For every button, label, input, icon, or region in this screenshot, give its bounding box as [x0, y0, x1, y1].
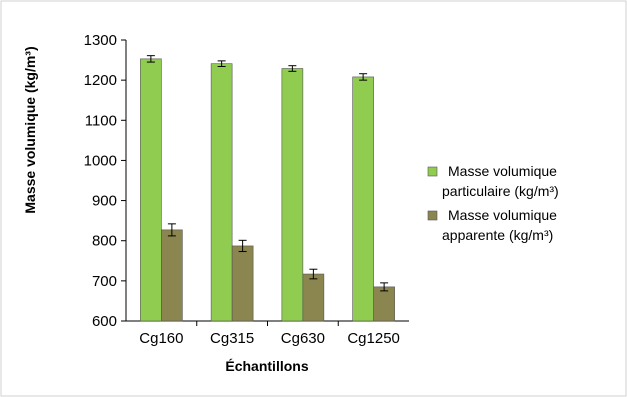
y-tick-label: 1000	[84, 152, 117, 169]
legend-label: Masse volumique	[448, 207, 557, 223]
x-tick-label: Cg315	[210, 330, 254, 347]
x-tick-label: Cg630	[281, 330, 325, 347]
y-tick-label: 1100	[85, 112, 117, 129]
bar	[302, 273, 325, 322]
bar	[281, 68, 304, 322]
legend-swatch	[427, 166, 438, 177]
y-tick-label: 600	[92, 313, 117, 330]
legend-label: particulaire (kg/m³)	[442, 183, 559, 199]
legend-label: apparente (kg/m³)	[442, 227, 553, 243]
x-tick-label: Cg160	[139, 330, 183, 347]
x-axis-title: Échantillons	[225, 358, 308, 374]
y-tick-label: 700	[92, 273, 117, 290]
x-tick-label: Cg1250	[347, 330, 400, 347]
y-tick-label: 800	[92, 233, 117, 250]
y-tick-label: 900	[92, 193, 117, 210]
bar	[210, 63, 233, 322]
y-tick-label: 1300	[84, 32, 117, 49]
bar	[140, 58, 162, 322]
bar	[373, 286, 395, 322]
bar	[352, 76, 374, 322]
legend-swatch	[427, 210, 438, 221]
y-axis-title: Masse volumique (kg/m³)	[22, 46, 38, 213]
bar	[231, 245, 254, 322]
y-tick-label: 1200	[84, 72, 117, 89]
bar	[161, 229, 183, 322]
legend-label: Masse volumique	[448, 163, 557, 179]
